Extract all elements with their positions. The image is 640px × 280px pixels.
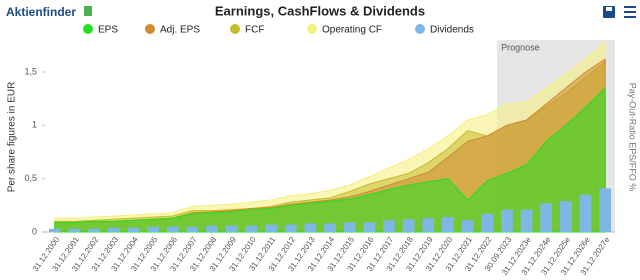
bar: [481, 213, 494, 232]
y-tick-label: 0: [32, 226, 37, 236]
bar: [559, 201, 572, 232]
bar: [147, 226, 159, 232]
bar: [88, 228, 101, 232]
bar: [206, 225, 218, 232]
bar: [540, 203, 553, 232]
bar: [501, 209, 513, 232]
menu-icon[interactable]: [624, 6, 636, 18]
bar: [68, 228, 81, 232]
bar: [520, 209, 533, 232]
legend-label: Operating CF: [322, 25, 382, 36]
logo-icon: [84, 6, 92, 16]
y-tick-label: 1: [32, 120, 37, 130]
legend-marker: [307, 24, 317, 34]
bar: [186, 226, 199, 232]
legend-label: Dividends: [430, 25, 474, 36]
logo: Aktienfinder: [6, 5, 92, 19]
bar: [265, 224, 277, 232]
bar: [343, 222, 356, 232]
save-icon[interactable]: [603, 6, 615, 18]
y-axis-label: Per share figures in EUR: [7, 82, 18, 193]
legend-marker: [415, 24, 425, 34]
bar: [442, 217, 454, 232]
bar: [304, 223, 317, 232]
legend-label: EPS: [98, 25, 118, 36]
bar: [166, 226, 179, 232]
bar: [599, 188, 612, 232]
save-label[interactable]: [606, 7, 612, 11]
bar: [324, 223, 336, 232]
bar: [383, 220, 395, 232]
legend-marker: [145, 24, 155, 34]
bar: [284, 224, 297, 232]
legend-marker: [230, 24, 240, 34]
bar: [402, 219, 415, 232]
legend-label: FCF: [245, 25, 264, 36]
bar: [107, 227, 120, 232]
legend-marker: [83, 24, 93, 34]
forecast-label: Prognose: [501, 42, 540, 52]
bar: [422, 218, 435, 232]
bar: [579, 194, 592, 232]
bar: [461, 220, 474, 232]
bar: [225, 225, 238, 232]
bar: [245, 225, 258, 232]
bar: [127, 227, 140, 232]
legend-label: Adj. EPS: [160, 25, 200, 36]
y-tick-label: 0,5: [24, 173, 37, 183]
logo-text: Aktienfinder: [6, 5, 76, 19]
y-tick-label: 1,5: [24, 66, 37, 76]
y2-axis-label: Pay-Out-Ratio EPS/FFO %: [628, 83, 638, 192]
bar: [363, 222, 376, 232]
chart-title: Earnings, CashFlows & Dividends: [215, 3, 425, 18]
bar: [48, 228, 61, 232]
